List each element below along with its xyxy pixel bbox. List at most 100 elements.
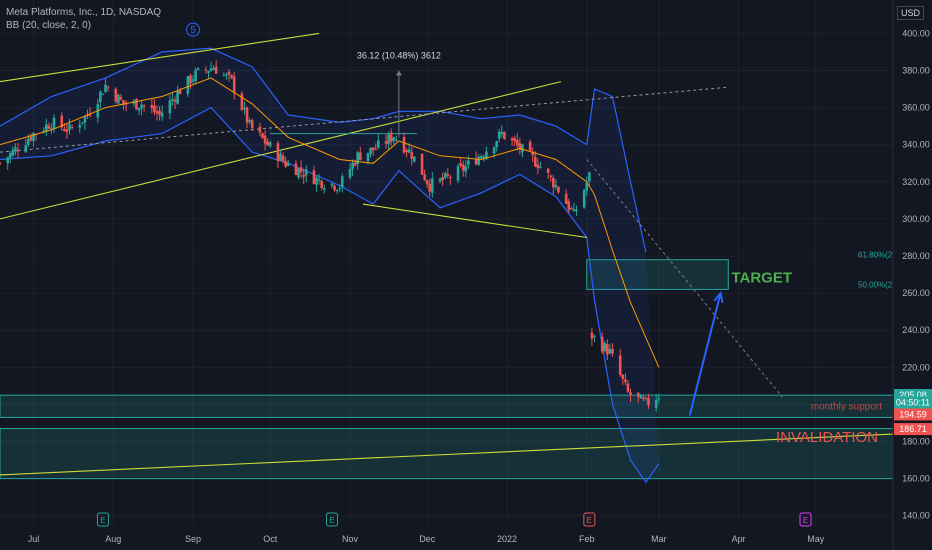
y-tick-label: 320.00: [902, 177, 930, 187]
y-tick-label: 180.00: [902, 437, 930, 447]
candle: [647, 393, 650, 409]
fib-label: 61.80%(2: [858, 251, 893, 260]
candle: [117, 93, 120, 104]
candle-body: [492, 147, 496, 154]
candle: [374, 143, 378, 151]
candle: [446, 168, 450, 179]
candle-body: [0, 162, 2, 164]
candle: [335, 189, 339, 194]
x-tick-label: Sep: [185, 534, 201, 544]
candle: [539, 161, 542, 169]
candle-body: [204, 69, 208, 71]
candle: [245, 106, 249, 128]
candle: [358, 146, 362, 161]
candle-body: [590, 332, 594, 339]
y-tick-label: 300.00: [902, 214, 930, 224]
candle-body: [657, 398, 661, 400]
candle: [636, 392, 640, 403]
earnings-marker: E: [587, 516, 592, 525]
candle: [78, 119, 82, 134]
candle-body: [521, 144, 524, 153]
candle: [629, 388, 632, 403]
earnings-marker: E: [329, 516, 334, 525]
wave-label-circle: [186, 22, 201, 37]
candle: [140, 100, 143, 116]
candle: [654, 394, 658, 412]
candle: [593, 334, 596, 342]
candle: [299, 160, 303, 179]
candle-body: [171, 99, 174, 101]
indicator-legend[interactable]: BB (20, close, 2, 0): [6, 20, 92, 31]
candle-body: [600, 336, 604, 352]
currency-badge[interactable]: USD: [896, 6, 924, 20]
candle-body: [477, 156, 480, 165]
candle: [572, 202, 576, 212]
candle-body: [222, 74, 226, 76]
candle: [302, 168, 305, 185]
candle-body: [503, 131, 506, 139]
candle-body: [212, 68, 215, 70]
earnings-marker-box: [799, 512, 812, 527]
candle-body: [302, 174, 305, 177]
candle-body: [209, 68, 213, 71]
candle-body: [338, 187, 342, 189]
candle: [513, 135, 516, 147]
candle-body: [150, 105, 154, 109]
price-label-bg: [894, 423, 932, 436]
candle-body: [461, 164, 465, 171]
candle: [621, 373, 625, 385]
candle: [279, 149, 282, 161]
candle: [230, 74, 233, 80]
candle-body: [186, 76, 190, 94]
y-tick-label: 160.00: [902, 474, 930, 484]
candle: [297, 167, 300, 180]
candle-body: [485, 151, 488, 159]
candle: [209, 61, 213, 72]
candle: [389, 128, 393, 146]
candle-body: [510, 138, 514, 141]
y-tick-label: 140.00: [902, 511, 930, 521]
candle-body: [636, 392, 640, 397]
candle-body: [395, 139, 398, 141]
candle-body: [618, 355, 622, 375]
candle-body: [286, 163, 290, 166]
candle-body: [626, 383, 630, 392]
candle: [431, 172, 434, 198]
candle-body: [137, 107, 141, 111]
candle: [564, 189, 568, 204]
symbol-title[interactable]: Meta Platforms, Inc., 1D, NASDAQ: [6, 7, 162, 18]
candle: [536, 158, 540, 175]
candle-body: [320, 180, 323, 189]
candle-body: [608, 348, 612, 354]
price-label: 04:50:11: [896, 398, 930, 408]
candle-body: [14, 147, 17, 152]
candle: [600, 332, 604, 355]
candle: [551, 174, 555, 194]
candle: [425, 179, 429, 188]
candle: [351, 159, 354, 176]
candle: [266, 138, 269, 146]
candle-body: [464, 166, 468, 172]
candle: [168, 94, 172, 120]
candle-body: [117, 94, 120, 104]
candle: [644, 396, 648, 401]
fib-label: 50.00%(2: [858, 280, 893, 289]
candle: [294, 160, 298, 176]
candle: [304, 165, 308, 183]
candle-body: [263, 135, 267, 144]
candle-body: [122, 100, 125, 105]
candle-body: [575, 209, 578, 212]
candle-body: [83, 116, 87, 123]
earnings-marker-box: [325, 512, 338, 527]
monthly-support-label: monthly support: [811, 401, 882, 412]
candle-body: [449, 177, 452, 179]
candle-body: [456, 165, 460, 181]
candle-body: [611, 348, 614, 354]
candle-body: [624, 379, 627, 382]
candle: [99, 90, 102, 109]
candle-body: [11, 149, 15, 156]
candle: [441, 172, 444, 186]
candle: [387, 131, 390, 150]
candle-body: [176, 90, 179, 104]
